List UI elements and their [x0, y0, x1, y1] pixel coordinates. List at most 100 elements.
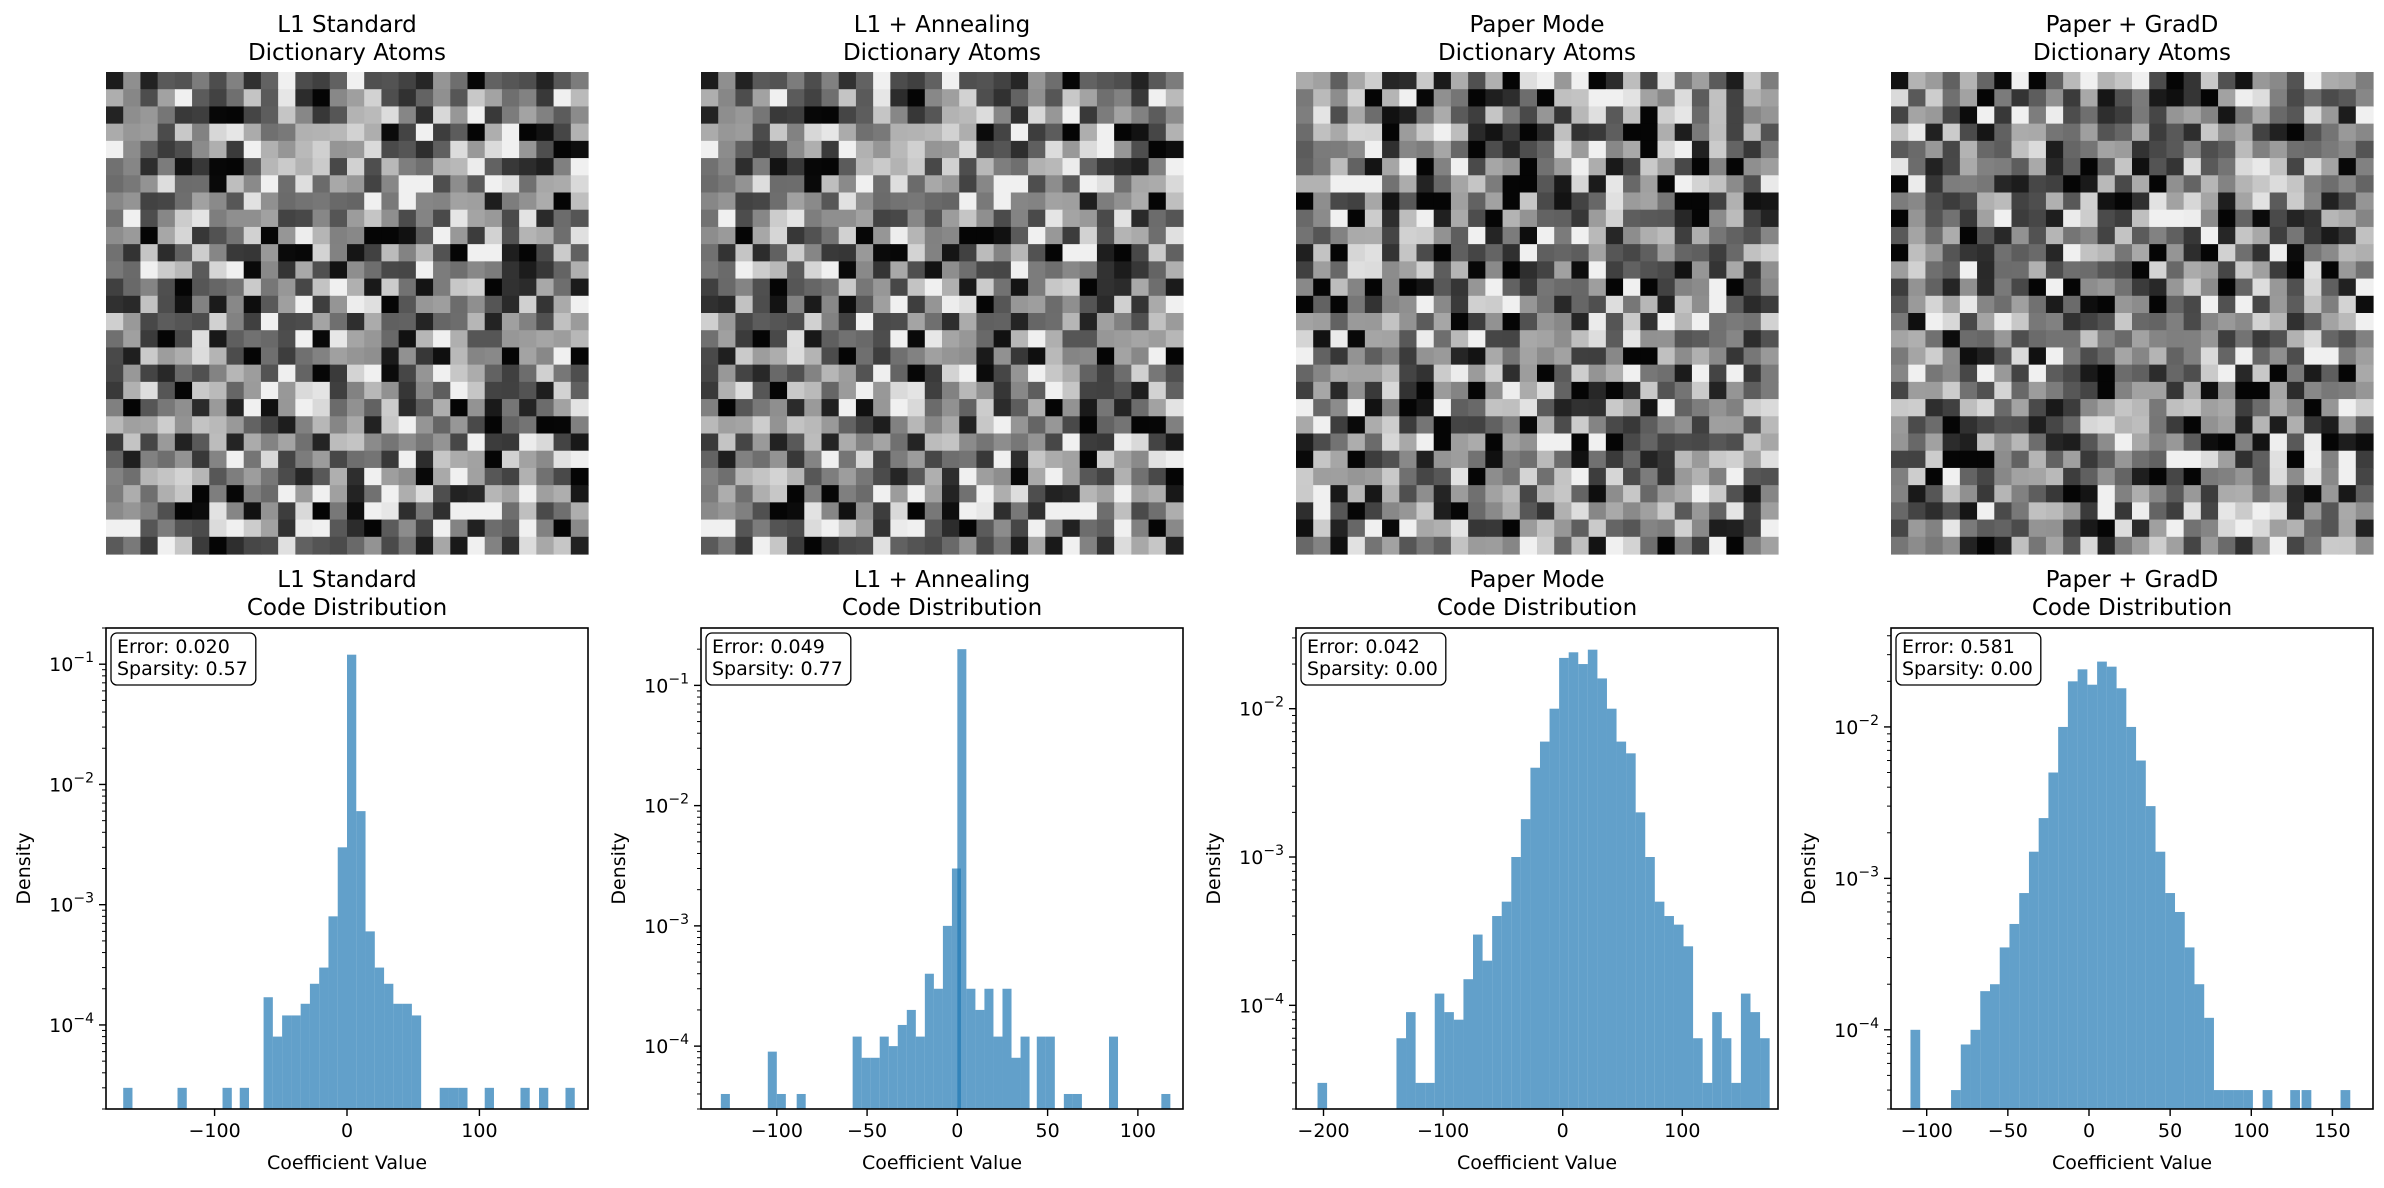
atom-pixel: [1760, 313, 1779, 331]
atom-pixel: [1959, 313, 1978, 331]
atom-pixel: [1485, 261, 1504, 280]
hist-bar: [1712, 1012, 1722, 1109]
hist-bar: [2262, 1090, 2273, 1109]
atom-pixel: [1554, 244, 1573, 262]
atom-pixel: [553, 140, 572, 159]
atom-pixel: [1640, 106, 1659, 125]
atom-pixel: [484, 72, 503, 90]
atom-pixel: [519, 106, 537, 125]
atom-pixel: [467, 467, 486, 486]
atom-pixel: [752, 244, 771, 262]
atom-pixel: [1364, 313, 1383, 331]
atom-pixel: [1045, 330, 1064, 349]
atom-pixel: [329, 106, 348, 125]
atom-pixel: [364, 295, 383, 314]
atom-pixel: [1364, 209, 1383, 228]
atom-pixel: [2132, 416, 2150, 435]
atom-pixel: [701, 364, 719, 383]
atom-pixel: [838, 158, 857, 176]
atom-pixel: [1537, 485, 1555, 503]
atom-pixel: [924, 364, 943, 383]
atom-pixel: [174, 175, 193, 194]
atom-pixel: [769, 381, 788, 400]
atom-pixel: [1605, 467, 1624, 486]
atom-pixel: [174, 433, 193, 452]
atom-pixel: [364, 313, 383, 331]
hist-bar: [484, 1087, 494, 1109]
atom-pixel: [1364, 364, 1383, 383]
atom-pixel: [1364, 467, 1383, 486]
atom-pixel: [1433, 536, 1452, 555]
atom-pixel: [2028, 209, 2047, 228]
atom-pixel: [364, 347, 383, 366]
atom-pixel: [1347, 226, 1366, 245]
atom-pixel: [1165, 502, 1184, 521]
atom-pixel: [1399, 192, 1418, 211]
atom-pixel: [364, 209, 383, 228]
atom-pixel: [433, 244, 451, 262]
atom-pixel: [381, 502, 400, 521]
atom-pixel: [381, 416, 400, 435]
atom-pixel: [1485, 399, 1504, 417]
atom-pixel: [787, 209, 805, 228]
atom-pixel: [2045, 158, 2064, 176]
atom-pixel: [1925, 433, 1944, 452]
atom-pixel: [1079, 536, 1098, 555]
atom-pixel: [140, 106, 159, 125]
atom-pixel: [1468, 416, 1486, 435]
atom-pixel: [2269, 106, 2288, 125]
atom-pixel: [553, 72, 572, 90]
atom-pixel: [2028, 226, 2047, 245]
hist-bar: [942, 925, 952, 1109]
atom-pixel: [467, 433, 486, 452]
atom-pixel: [701, 399, 719, 417]
atom-pixel: [924, 209, 943, 228]
atom-pixel: [381, 140, 400, 159]
hist-bar: [1654, 901, 1665, 1109]
atom-pixel: [140, 244, 159, 262]
atom-pixel: [364, 450, 383, 469]
atom-pixel: [993, 485, 1012, 503]
atom-pixel: [1364, 72, 1383, 90]
atom-pixel: [501, 175, 520, 194]
atom-pixel: [329, 123, 348, 142]
atom-pixel: [1485, 502, 1504, 521]
atom-pixel: [976, 347, 995, 366]
atom-pixel: [1657, 158, 1676, 176]
atom-pixel: [450, 175, 469, 194]
atom-pixel: [1925, 158, 1944, 176]
atom-pixel: [787, 399, 805, 417]
atom-pixel: [1433, 123, 1452, 142]
atom-pixel: [2321, 72, 2340, 90]
atom-pixel: [787, 485, 805, 503]
atom-pixel: [718, 192, 737, 211]
atom-pixel: [907, 140, 926, 159]
hist-bar: [870, 1057, 880, 1109]
atom-pixel: [2304, 313, 2322, 331]
atom-pixel: [890, 502, 909, 521]
atom-pixel: [1891, 226, 1909, 245]
atom-pixel: [157, 244, 176, 262]
atom-pixel: [752, 399, 771, 417]
atom-pixel: [260, 106, 279, 125]
atom-pixel: [2045, 399, 2064, 417]
atom-pixel: [192, 158, 210, 176]
atom-pixel: [2235, 175, 2254, 194]
atom-pixel: [536, 209, 555, 228]
atom-pixel: [942, 381, 960, 400]
atom-pixel: [2321, 209, 2340, 228]
atom-pixel: [192, 295, 210, 314]
atom-pixel: [536, 347, 555, 366]
atom-pixel: [1942, 244, 1961, 262]
atom-pixel: [226, 330, 245, 349]
atom-pixel: [1468, 175, 1486, 194]
atom-pixel: [2045, 244, 2064, 262]
atom-pixel: [1994, 416, 2013, 435]
atom-pixel: [1450, 347, 1469, 366]
atom-pixel: [1623, 519, 1641, 538]
atom-pixel: [1028, 519, 1046, 538]
atom-pixel: [2200, 485, 2219, 503]
atom-pixel: [2338, 123, 2357, 142]
atom-pixel: [1382, 433, 1400, 452]
atom-pixel: [959, 450, 978, 469]
